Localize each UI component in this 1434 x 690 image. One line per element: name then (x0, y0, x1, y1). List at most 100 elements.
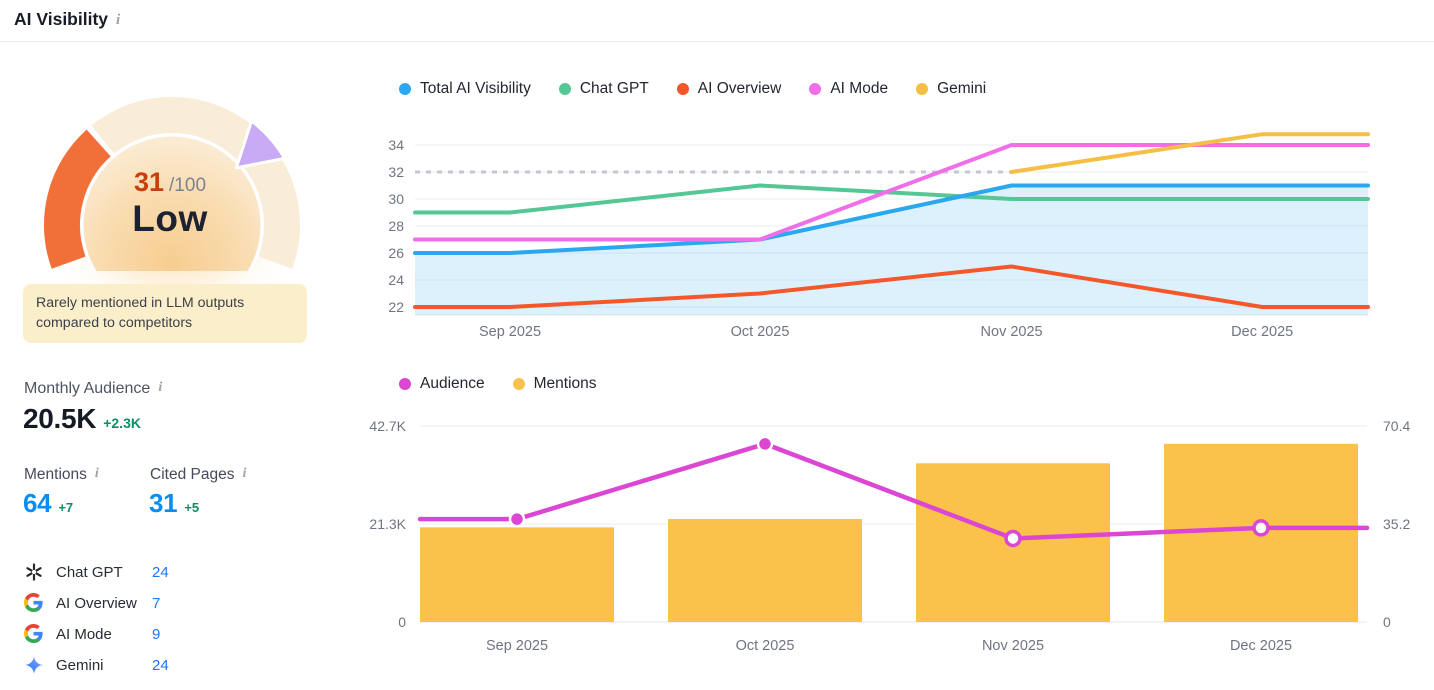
legend-label: AI Overview (697, 80, 782, 97)
x-axis-label: Sep 2025 (486, 638, 548, 654)
monthly-audience-value: 20.5K +2.3K (23, 403, 141, 434)
mentions-label: Mentions i (24, 466, 99, 483)
y-axis-tick: 34 (388, 137, 404, 153)
monthly-audience-delta: +2.3K (103, 415, 141, 431)
chatgpt-icon (24, 562, 44, 582)
y-axis-tick: 26 (388, 245, 404, 261)
page-title-text: AI Visibility (14, 9, 109, 29)
info-icon[interactable]: i (116, 12, 121, 28)
platform-name: AI Overview (56, 594, 137, 612)
score-max: /100 (169, 175, 207, 196)
legend-label: Audience (420, 375, 485, 392)
cited-pages-label: Cited Pages i (150, 466, 247, 483)
gauge-value-arc (44, 129, 112, 269)
right-axis-tick: 0 (1383, 614, 1391, 630)
legend-label: AI Mode (830, 80, 889, 97)
series-line-ai-mode (413, 143, 1370, 242)
info-icon[interactable]: i (158, 380, 163, 395)
legend-dot (558, 83, 571, 95)
left-axis-tick: 0 (398, 614, 406, 630)
audience-point (1252, 519, 1270, 537)
mentions-delta: +7 (58, 500, 74, 515)
legend-label: Chat GPT (579, 80, 649, 97)
legend-item-ai-overview[interactable]: AI Overview (676, 80, 782, 98)
gauge-face (80, 133, 264, 271)
platform-name: Gemini (56, 656, 104, 674)
platform-row: AI Mode 9 (24, 622, 224, 646)
audience-point (1004, 529, 1022, 548)
y-axis-tick: 32 (388, 164, 404, 180)
page-title: AI Visibility i (14, 9, 120, 30)
series-line-total-ai-visibility (413, 183, 1370, 255)
platform-name: AI Mode (56, 625, 112, 643)
score-rating: Low (132, 198, 208, 239)
score-value: 31 (133, 167, 165, 197)
platform-row: Chat GPT 24 (24, 560, 224, 584)
mentions-bar (420, 527, 614, 622)
benchmark-marker (234, 119, 287, 170)
audience-point (756, 435, 774, 453)
audience-line (417, 441, 1370, 541)
platform-value: 7 (152, 594, 161, 612)
platform-name: Chat GPT (56, 563, 123, 581)
legend-label: Mentions (533, 375, 597, 392)
mentions-value: 64 +7 (23, 488, 74, 518)
platform-row: Gemini 24 (24, 653, 224, 677)
legend-dot (809, 83, 822, 95)
google-icon (24, 624, 44, 644)
info-icon[interactable]: i (242, 466, 247, 481)
legend-item-ai-mode[interactable]: AI Mode (809, 80, 888, 98)
legend-dot (399, 378, 411, 390)
series-line-ai-overview (413, 264, 1370, 309)
legend-item-total-ai-visibility[interactable]: Total AI Visibility (399, 80, 531, 98)
x-axis-label: Dec 2025 (1231, 324, 1293, 340)
left-axis-tick: 42.7K (369, 418, 406, 434)
info-icon[interactable]: i (94, 466, 99, 481)
audience-point (508, 510, 526, 528)
gemini-icon (24, 655, 44, 675)
platform-row: AI Overview 7 (24, 591, 224, 615)
cited-pages-value: 31 +5 (149, 488, 200, 518)
legend-dot (399, 83, 411, 95)
y-axis-tick: 28 (388, 218, 404, 234)
platform-value: 9 (152, 625, 161, 643)
y-axis-tick: 22 (388, 299, 404, 315)
legend-label: Total AI Visibility (420, 80, 531, 97)
mentions-bar (668, 518, 862, 622)
legend-dot (916, 83, 929, 95)
x-axis-label: Oct 2025 (736, 638, 795, 654)
left-axis-tick: 21.3K (369, 516, 406, 532)
series-line-gemini (1009, 132, 1370, 174)
platform-value: 24 (152, 563, 169, 581)
legend-item-audience[interactable]: Audience (399, 375, 485, 393)
audience-mentions-legend: Audience Mentions (399, 375, 597, 393)
legend-dot (512, 378, 525, 390)
y-axis-tick: 30 (388, 191, 404, 207)
visibility-trend-chart[interactable]: 34 32 30 28 26 24 22 Sep 2025 Oct 2025 Nov 2025 De… (370, 120, 1434, 348)
legend-item-gemini[interactable]: Gemini (916, 80, 986, 98)
x-axis-label: Sep 2025 (479, 324, 541, 340)
gauge-note: Rarely mentioned in LLM outputs compared… (23, 284, 307, 343)
monthly-audience-label: Monthly Audience i (24, 380, 163, 397)
x-axis-label: Nov 2025 (982, 638, 1044, 654)
legend-item-chat-gpt[interactable]: Chat GPT (558, 80, 649, 98)
visibility-chart-legend: Total AI Visibility Chat GPT AI Overview AI… (399, 80, 986, 98)
x-axis-label: Nov 2025 (981, 324, 1043, 340)
right-axis-tick: 35.2 (1383, 516, 1410, 532)
audience-mentions-chart[interactable]: 42.7K 70.4 21.3K 35.2 0 0 Sep 2025 Oct 2025 Nov … (350, 410, 1434, 668)
legend-label: Gemini (937, 80, 987, 97)
x-axis-label: Oct 2025 (731, 324, 790, 340)
cited-pages-delta: +5 (184, 500, 200, 515)
platform-list: Chat GPT 24 AI Overview 7 AI Mode 9 Gemini 24 (24, 560, 224, 684)
x-axis-label: Dec 2025 (1230, 638, 1292, 654)
platform-value: 24 (152, 656, 169, 674)
total-visibility-area (415, 185, 1368, 315)
y-axis-tick: 24 (388, 272, 404, 288)
widget-header: AI Visibility i (0, 0, 1434, 42)
legend-item-mentions[interactable]: Mentions (512, 375, 597, 393)
legend-dot (676, 83, 689, 95)
gauge-score: 31/100 (10, 167, 330, 198)
visibility-gauge (40, 93, 304, 271)
right-axis-tick: 70.4 (1383, 418, 1410, 434)
